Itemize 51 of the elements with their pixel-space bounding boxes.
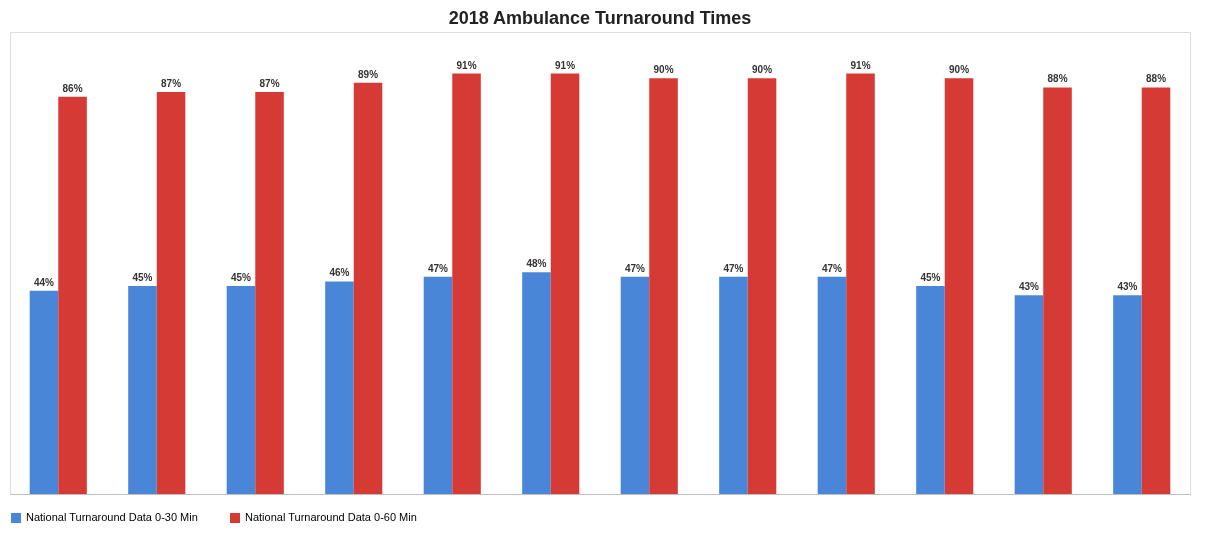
bar [649, 78, 678, 494]
bar [719, 276, 748, 494]
bar [58, 96, 87, 494]
legend-label: National Turnaround Data 0-30 Min [26, 511, 198, 523]
bar [156, 92, 186, 494]
data-label: 91% [850, 59, 871, 71]
data-label: 90% [653, 64, 674, 76]
bar [550, 73, 580, 494]
data-label: 45% [920, 272, 941, 284]
data-label: 90% [949, 64, 970, 76]
data-label: 88% [1146, 73, 1167, 85]
data-label: 43% [1018, 281, 1040, 293]
bar [522, 272, 551, 494]
data-label: 45% [230, 272, 252, 284]
data-label: 46% [329, 267, 350, 279]
data-label: 47% [624, 262, 646, 274]
bar [29, 290, 59, 494]
bar [846, 73, 875, 494]
data-label: 45% [132, 272, 153, 284]
bar [226, 286, 256, 494]
bar [916, 286, 945, 494]
data-label: 91% [456, 59, 477, 71]
data-label: 43% [1117, 281, 1138, 293]
data-label: 48% [526, 258, 547, 270]
data-label: 44% [33, 276, 55, 288]
bar [255, 92, 284, 494]
bar [353, 82, 383, 494]
bar [128, 286, 157, 494]
bar [620, 276, 650, 494]
data-label: 87% [161, 78, 182, 90]
data-label: 91% [555, 59, 576, 71]
data-label: 88% [1047, 73, 1068, 85]
data-label: 87% [259, 78, 280, 90]
bar [1113, 295, 1142, 494]
data-label: 86% [62, 82, 83, 94]
bar [325, 281, 354, 494]
bar [1014, 295, 1044, 494]
bar [1043, 87, 1072, 494]
bar [452, 73, 481, 494]
bar [817, 276, 847, 494]
bar [423, 276, 453, 494]
bar [1141, 87, 1171, 494]
bar [747, 78, 777, 494]
data-label: 47% [427, 262, 449, 274]
data-label: 47% [821, 262, 843, 274]
data-label: 47% [723, 262, 744, 274]
bar [944, 78, 974, 494]
data-label: 90% [752, 64, 773, 76]
chart-title: 2018 Ambulance Turnaround Times [448, 8, 752, 28]
legend-label: National Turnaround Data 0-60 Min [245, 511, 417, 523]
data-label: 89% [358, 68, 379, 80]
